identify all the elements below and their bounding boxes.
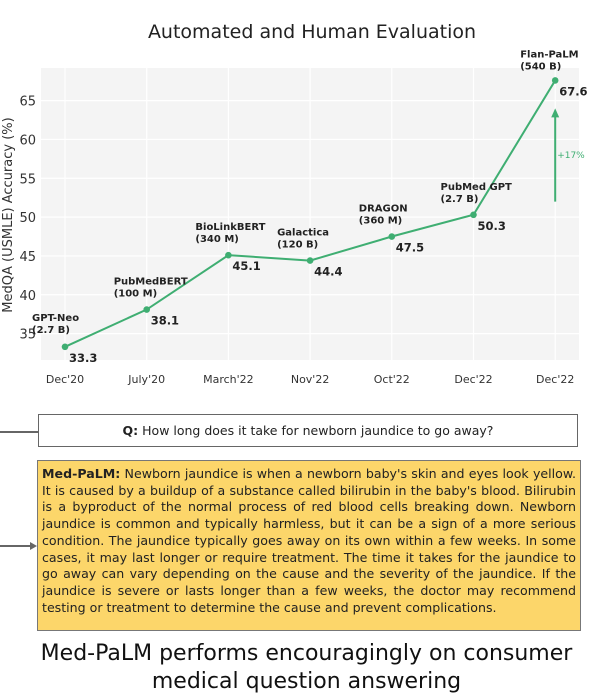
y-tick-label: 60 xyxy=(19,133,36,148)
caption-line-2: medical question answering xyxy=(151,669,462,694)
model-size-label: (540 B) xyxy=(520,61,561,72)
model-size-label: (360 M) xyxy=(359,216,402,227)
question-text: How long does it take for newborn jaundi… xyxy=(138,423,494,438)
value-label: 45.1 xyxy=(232,259,260,273)
model-name-label: Flan-PaLM xyxy=(520,49,578,60)
y-axis-label: MedQA (USMLE) Accuracy (%) xyxy=(1,117,16,312)
model-size-label: (2.7 B) xyxy=(32,325,70,336)
data-point xyxy=(61,343,69,351)
caption-line-1: Med-PaLM performs encouragingly on consu… xyxy=(40,641,573,666)
answer-arrow-icon xyxy=(30,542,37,550)
question-connector-line xyxy=(0,431,38,433)
question-prefix: Q: xyxy=(122,423,139,438)
model-size-label: (2.7 B) xyxy=(441,194,479,205)
model-name-label: GPT-Neo xyxy=(32,313,79,324)
y-tick-label: 55 xyxy=(19,172,36,187)
answer-box: Med-PaLM: Newborn jaundice is when a new… xyxy=(37,460,581,631)
value-label: 38.1 xyxy=(151,314,179,328)
caption: Med-PaLM performs encouragingly on consu… xyxy=(0,640,613,696)
data-point xyxy=(551,77,559,84)
value-label: 44.4 xyxy=(314,265,342,279)
question-box: Q: How long does it take for newborn jau… xyxy=(38,414,578,447)
model-size-label: (120 B) xyxy=(277,240,318,251)
model-size-label: (340 M) xyxy=(195,234,238,245)
arrow-up-icon xyxy=(551,108,560,118)
value-label: 47.5 xyxy=(396,241,424,255)
x-tick-label: Oct'22 xyxy=(374,373,410,386)
model-name-label: PubMedBERT xyxy=(114,277,188,288)
data-point xyxy=(306,257,314,264)
value-label: 50.3 xyxy=(478,219,506,233)
data-point xyxy=(143,306,150,313)
value-label: 67.6 xyxy=(559,84,587,98)
x-tick-label: Dec'20 xyxy=(46,373,84,386)
y-tick-label: 65 xyxy=(19,95,36,110)
model-name-label: PubMed GPT xyxy=(441,182,513,193)
data-point xyxy=(470,211,477,219)
x-tick-label: Dec'22 xyxy=(454,373,492,386)
accuracy-line-chart: Automated and Human Evaluation MedQA (US… xyxy=(1,21,588,386)
chart-title: Automated and Human Evaluation xyxy=(148,21,476,43)
answer-text: Newborn jaundice is when a newborn baby'… xyxy=(42,466,576,615)
x-tick-label: Dec'22 xyxy=(536,373,574,386)
model-size-label: (100 M) xyxy=(114,289,157,300)
x-tick-label: July'20 xyxy=(127,373,165,386)
answer-connector-line xyxy=(0,545,30,547)
y-tick-label: 35 xyxy=(19,328,36,343)
data-point xyxy=(388,233,396,240)
answer-prefix: Med-PaLM: xyxy=(42,466,121,481)
model-name-label: Galactica xyxy=(277,228,329,239)
data-point xyxy=(225,251,232,259)
value-label: 33.3 xyxy=(69,351,97,365)
model-name-label: BioLinkBERT xyxy=(195,222,265,233)
model-name-label: DRAGON xyxy=(359,204,408,215)
x-tick-label: Nov'22 xyxy=(291,373,330,386)
improvement-label: +17% xyxy=(557,151,585,161)
y-tick-label: 40 xyxy=(19,289,36,304)
y-tick-label: 50 xyxy=(19,211,36,226)
x-tick-label: March'22 xyxy=(203,373,254,386)
y-tick-label: 45 xyxy=(19,250,36,265)
